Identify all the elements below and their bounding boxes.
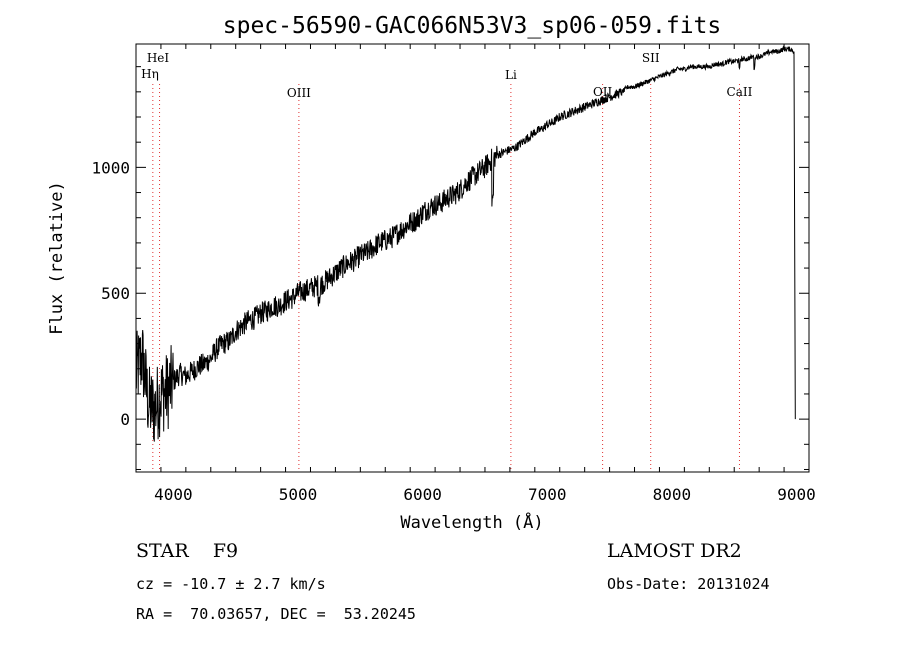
y-axis-label: Flux (relative) — [47, 181, 67, 335]
spectrum-line — [135, 45, 796, 442]
line-marker-label: OII — [593, 85, 613, 99]
chart-title: spec-56590-GAC066N53V3_sp06-059.fits — [223, 13, 722, 39]
obs-date-label: Obs-Date: 20131024 — [607, 575, 770, 593]
coords-label: RA = 70.03657, DEC = 53.20245 — [136, 605, 416, 623]
line-marker-label: SII — [642, 51, 660, 65]
x-tick-label: 7000 — [528, 485, 567, 504]
x-tick-label: 9000 — [777, 485, 816, 504]
line-marker-label: HeI — [147, 51, 170, 65]
x-tick-labels: 4000 5000 6000 7000 8000 9000 — [154, 485, 816, 504]
axis-ticks — [135, 44, 810, 472]
x-tick-label: 5000 — [279, 485, 318, 504]
x-tick-label: 4000 — [154, 485, 193, 504]
plot-frame — [135, 43, 810, 473]
y-tick-labels: 0 500 1000 — [91, 158, 130, 429]
cz-label: cz = -10.7 ± 2.7 km/s — [136, 575, 326, 593]
class-label: STAR F9 — [136, 540, 239, 562]
line-marker-labels: HeI Hη OIII Li OII SII CaII — [141, 51, 752, 100]
y-tick-label: 500 — [101, 284, 130, 303]
y-tick-label: 1000 — [91, 158, 130, 177]
x-tick-label: 8000 — [653, 485, 692, 504]
line-marker-label: OIII — [287, 86, 311, 100]
line-marker-label: Hη — [141, 67, 159, 81]
line-markers — [152, 84, 740, 472]
y-tick-label: 0 — [120, 410, 130, 429]
line-marker-label: Li — [505, 68, 517, 82]
line-marker-label: CaII — [727, 85, 753, 99]
x-axis-label: Wavelength (Å) — [400, 511, 543, 533]
survey-label: LAMOST DR2 — [607, 540, 742, 562]
x-tick-label: 6000 — [403, 485, 442, 504]
